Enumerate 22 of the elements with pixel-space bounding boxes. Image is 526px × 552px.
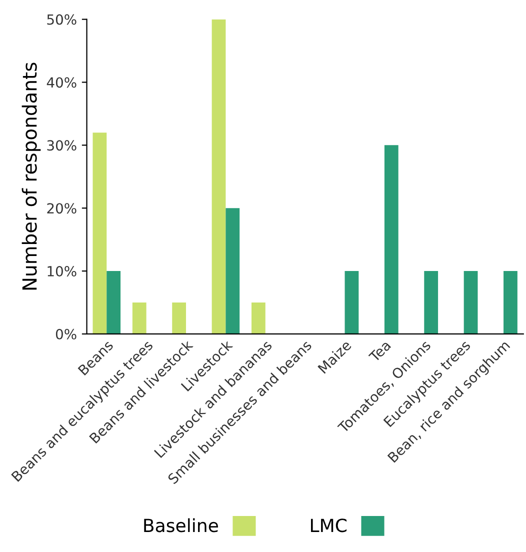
legend-label: Baseline — [144, 518, 218, 532]
legend-label: LMC — [311, 518, 347, 532]
y-axis-title: Number of respondants — [22, 62, 41, 290]
bar — [106, 271, 121, 334]
bar — [92, 132, 107, 334]
bar — [504, 271, 518, 334]
y-tick-label: 50% — [47, 14, 76, 25]
bar — [344, 271, 359, 334]
bar — [424, 271, 438, 334]
bar — [384, 145, 398, 334]
bar — [464, 271, 478, 334]
y-tick-label: 40% — [46, 77, 76, 88]
bar — [172, 302, 186, 334]
y-tick-label: 20% — [47, 203, 76, 214]
y-tick-label: 0% — [56, 328, 76, 340]
y-tick-label: 30% — [47, 140, 76, 151]
bar — [212, 19, 226, 334]
bar — [132, 302, 146, 334]
bar — [252, 302, 266, 334]
y-tick-label: 10% — [48, 266, 76, 277]
x-tick-label: Tea — [368, 340, 392, 363]
bar — [226, 208, 240, 334]
